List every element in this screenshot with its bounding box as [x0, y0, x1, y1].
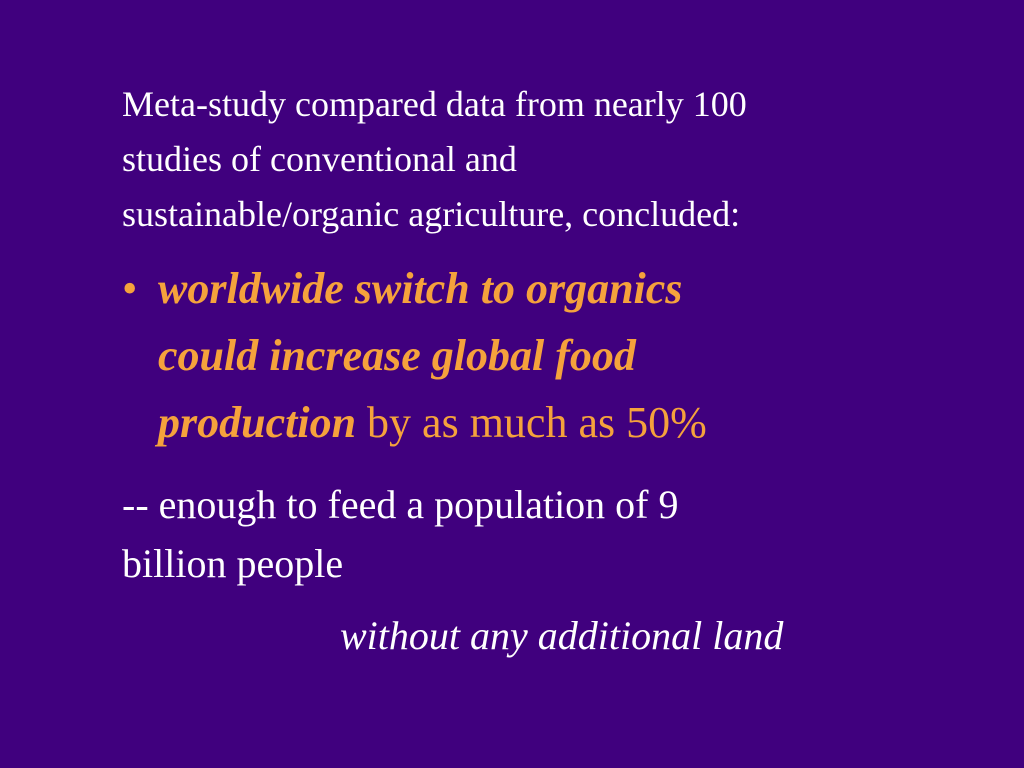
- intro-line: studies of conventional and: [122, 139, 517, 179]
- emphasis-line: could increase global food: [158, 331, 636, 380]
- intro-line: sustainable/organic agriculture, conclud…: [122, 194, 741, 234]
- note-line: -- enough to feed a population of 9: [122, 482, 679, 527]
- intro-line: Meta-study compared data from nearly 100: [122, 84, 747, 124]
- emphasis-line: production: [158, 398, 357, 447]
- note: -- enough to feed a population of 9 bill…: [122, 475, 679, 593]
- bullet-rest: by as much as 50%: [367, 398, 707, 447]
- bullet-marker: •: [122, 264, 138, 313]
- closing: without any additional land: [340, 613, 784, 658]
- emphasis-line: worldwide switch to organics: [158, 264, 683, 313]
- bullet-last-line: production by as much as 50%: [158, 389, 707, 456]
- bullet-text: worldwide switch to organics could incre…: [158, 255, 707, 456]
- note-line: billion people: [122, 541, 344, 586]
- intro: Meta-study compared data from nearly 100…: [122, 77, 747, 242]
